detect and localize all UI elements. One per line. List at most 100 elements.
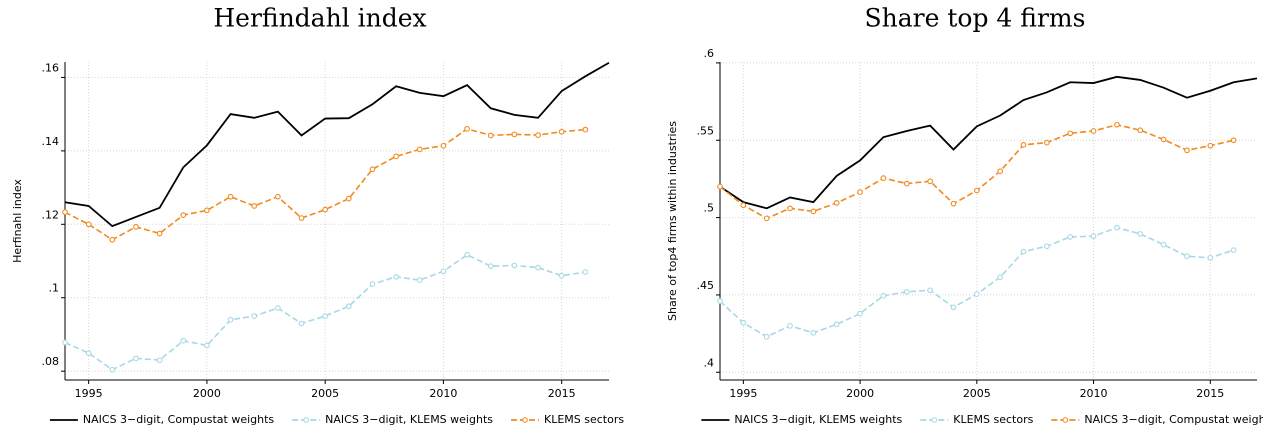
x-tick-label: 2010 [1080,387,1108,400]
point [204,207,210,214]
point [440,268,447,275]
point [857,189,863,195]
y-axis-label: Share of top4 firms within industries [666,121,679,321]
point [1114,121,1120,128]
point [1090,233,1097,240]
series-line [64,253,586,371]
point [717,298,723,304]
point [133,224,139,230]
point [1090,128,1097,134]
point [833,200,840,206]
point [558,128,565,135]
y-tick-label: .4 [704,356,715,369]
point [487,132,494,139]
point [763,333,770,340]
legend-label: NAICS 3−digit, Compustat weights [1084,413,1263,426]
point [109,366,116,373]
point [1160,241,1167,248]
point [275,193,281,200]
point [1114,224,1120,231]
point [156,357,163,364]
point [1184,253,1190,260]
y-tick-label: .14 [42,135,60,148]
y-tick-label: .08 [42,355,60,368]
x-tick-label: 2000 [193,387,221,400]
y-tick-label: .6 [704,47,715,60]
point [345,303,352,310]
point [1137,127,1144,134]
x-tick-label: 2005 [311,387,339,400]
point [997,168,1004,175]
y-tick-label: .12 [42,208,60,221]
point [62,209,68,216]
point [109,236,116,243]
legend: NAICS 3−digit, KLEMS weights KLEMS sector… [701,413,1263,426]
point [1137,230,1144,237]
point [903,288,910,295]
point [1230,247,1237,253]
y-axis-label: Herfinahl index [11,179,24,263]
point [440,142,447,149]
y-tick-label: .45 [697,279,715,292]
x-tick-label: 2010 [429,387,457,400]
legend-label: NAICS 3−digit, KLEMS weights [734,413,902,426]
point [880,292,887,299]
legend-marker [522,417,528,423]
y-tick-label: .16 [42,61,60,74]
point [227,316,234,323]
legend-marker [931,417,938,423]
point [322,313,329,319]
point [950,304,957,311]
point [1207,142,1214,149]
point [416,277,423,283]
legend-label: KLEMS sectors [953,413,1033,426]
point [487,263,494,270]
point [1067,234,1074,240]
point [973,291,980,298]
point [1067,130,1074,137]
y-tick-label: .1 [49,282,60,295]
point [903,180,910,187]
legend-marker [303,417,309,423]
point [251,313,258,319]
point [1160,136,1167,143]
legend: NAICS 3−digit, Compustat weights NAICS 3−… [49,413,624,426]
point [582,126,589,133]
point [740,202,747,209]
point [464,251,470,258]
point [416,146,423,153]
x-tick-label: 2005 [963,387,991,400]
legend-label: KLEMS sectors [544,413,624,426]
point [298,320,305,327]
point [1020,142,1027,148]
legend-label: NAICS 3−digit, Compustat weights [83,413,275,426]
point [369,166,376,173]
point [156,230,163,237]
point [810,329,817,336]
y-tick-label: .5 [704,202,715,215]
point [1207,254,1214,261]
legend-marker [1062,417,1069,423]
point [511,262,518,269]
point [345,195,352,202]
point [950,200,957,207]
point [763,215,770,222]
point [298,215,305,221]
point [464,125,470,132]
point [535,132,541,138]
point [582,269,589,275]
point [251,203,258,209]
point [535,264,541,271]
point [787,323,793,329]
point [973,187,980,194]
point [393,273,399,280]
point [85,221,92,228]
x-tick-label: 1995 [75,387,103,400]
point [1044,139,1050,146]
series-line [719,123,1234,220]
point [62,339,68,346]
point [1230,137,1237,144]
point [857,310,863,317]
series-line [64,61,610,228]
